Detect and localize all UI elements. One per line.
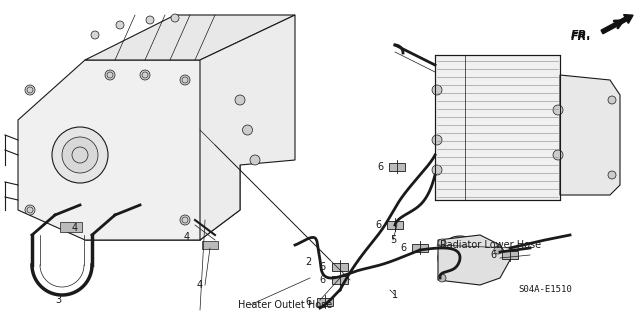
Circle shape [553,150,563,160]
Text: 6: 6 [319,262,325,272]
Circle shape [494,246,502,254]
Text: 6: 6 [400,243,406,253]
FancyBboxPatch shape [317,298,333,306]
Text: S04A-E1510: S04A-E1510 [518,286,572,294]
Circle shape [250,155,260,165]
Polygon shape [200,15,295,240]
Circle shape [25,205,35,215]
FancyBboxPatch shape [332,276,348,284]
Circle shape [91,31,99,39]
Text: Radiator Lower Hose: Radiator Lower Hose [440,240,541,250]
Text: 6: 6 [490,250,496,260]
FancyBboxPatch shape [387,221,403,229]
Text: 4: 4 [197,280,203,290]
Circle shape [446,244,474,272]
Circle shape [438,239,446,247]
Polygon shape [560,75,620,195]
Circle shape [432,135,442,145]
Circle shape [171,14,179,22]
Text: 6: 6 [305,297,311,307]
FancyBboxPatch shape [332,263,348,271]
Text: 5: 5 [390,235,396,245]
Circle shape [432,85,442,95]
Text: Heater Outlet Hose: Heater Outlet Hose [238,300,332,310]
FancyBboxPatch shape [202,241,218,249]
Circle shape [235,95,245,105]
FancyBboxPatch shape [389,163,405,171]
Circle shape [25,85,35,95]
Text: 6: 6 [377,162,383,172]
FancyBboxPatch shape [502,251,518,259]
Circle shape [146,16,154,24]
Text: 2: 2 [305,257,311,267]
Circle shape [116,21,124,29]
FancyBboxPatch shape [60,222,82,232]
Circle shape [608,171,616,179]
Circle shape [180,215,190,225]
Circle shape [105,70,115,80]
Text: 4: 4 [72,223,78,233]
Polygon shape [18,60,240,240]
Polygon shape [438,235,510,285]
Text: 6: 6 [375,220,381,230]
Circle shape [62,137,98,173]
Text: FR.: FR. [572,30,592,40]
Text: 3: 3 [55,295,61,305]
Circle shape [438,236,482,280]
FancyBboxPatch shape [412,244,428,252]
Text: 1: 1 [392,290,398,300]
Circle shape [608,96,616,104]
Text: 6: 6 [319,275,325,285]
Circle shape [432,165,442,175]
Text: 4: 4 [184,232,190,242]
Text: FR.: FR. [572,32,592,42]
FancyArrow shape [601,15,633,34]
Circle shape [180,75,190,85]
FancyBboxPatch shape [435,55,560,200]
Circle shape [553,105,563,115]
Circle shape [140,70,150,80]
Circle shape [52,127,108,183]
Polygon shape [85,15,295,60]
Circle shape [243,125,253,135]
Circle shape [438,274,446,282]
